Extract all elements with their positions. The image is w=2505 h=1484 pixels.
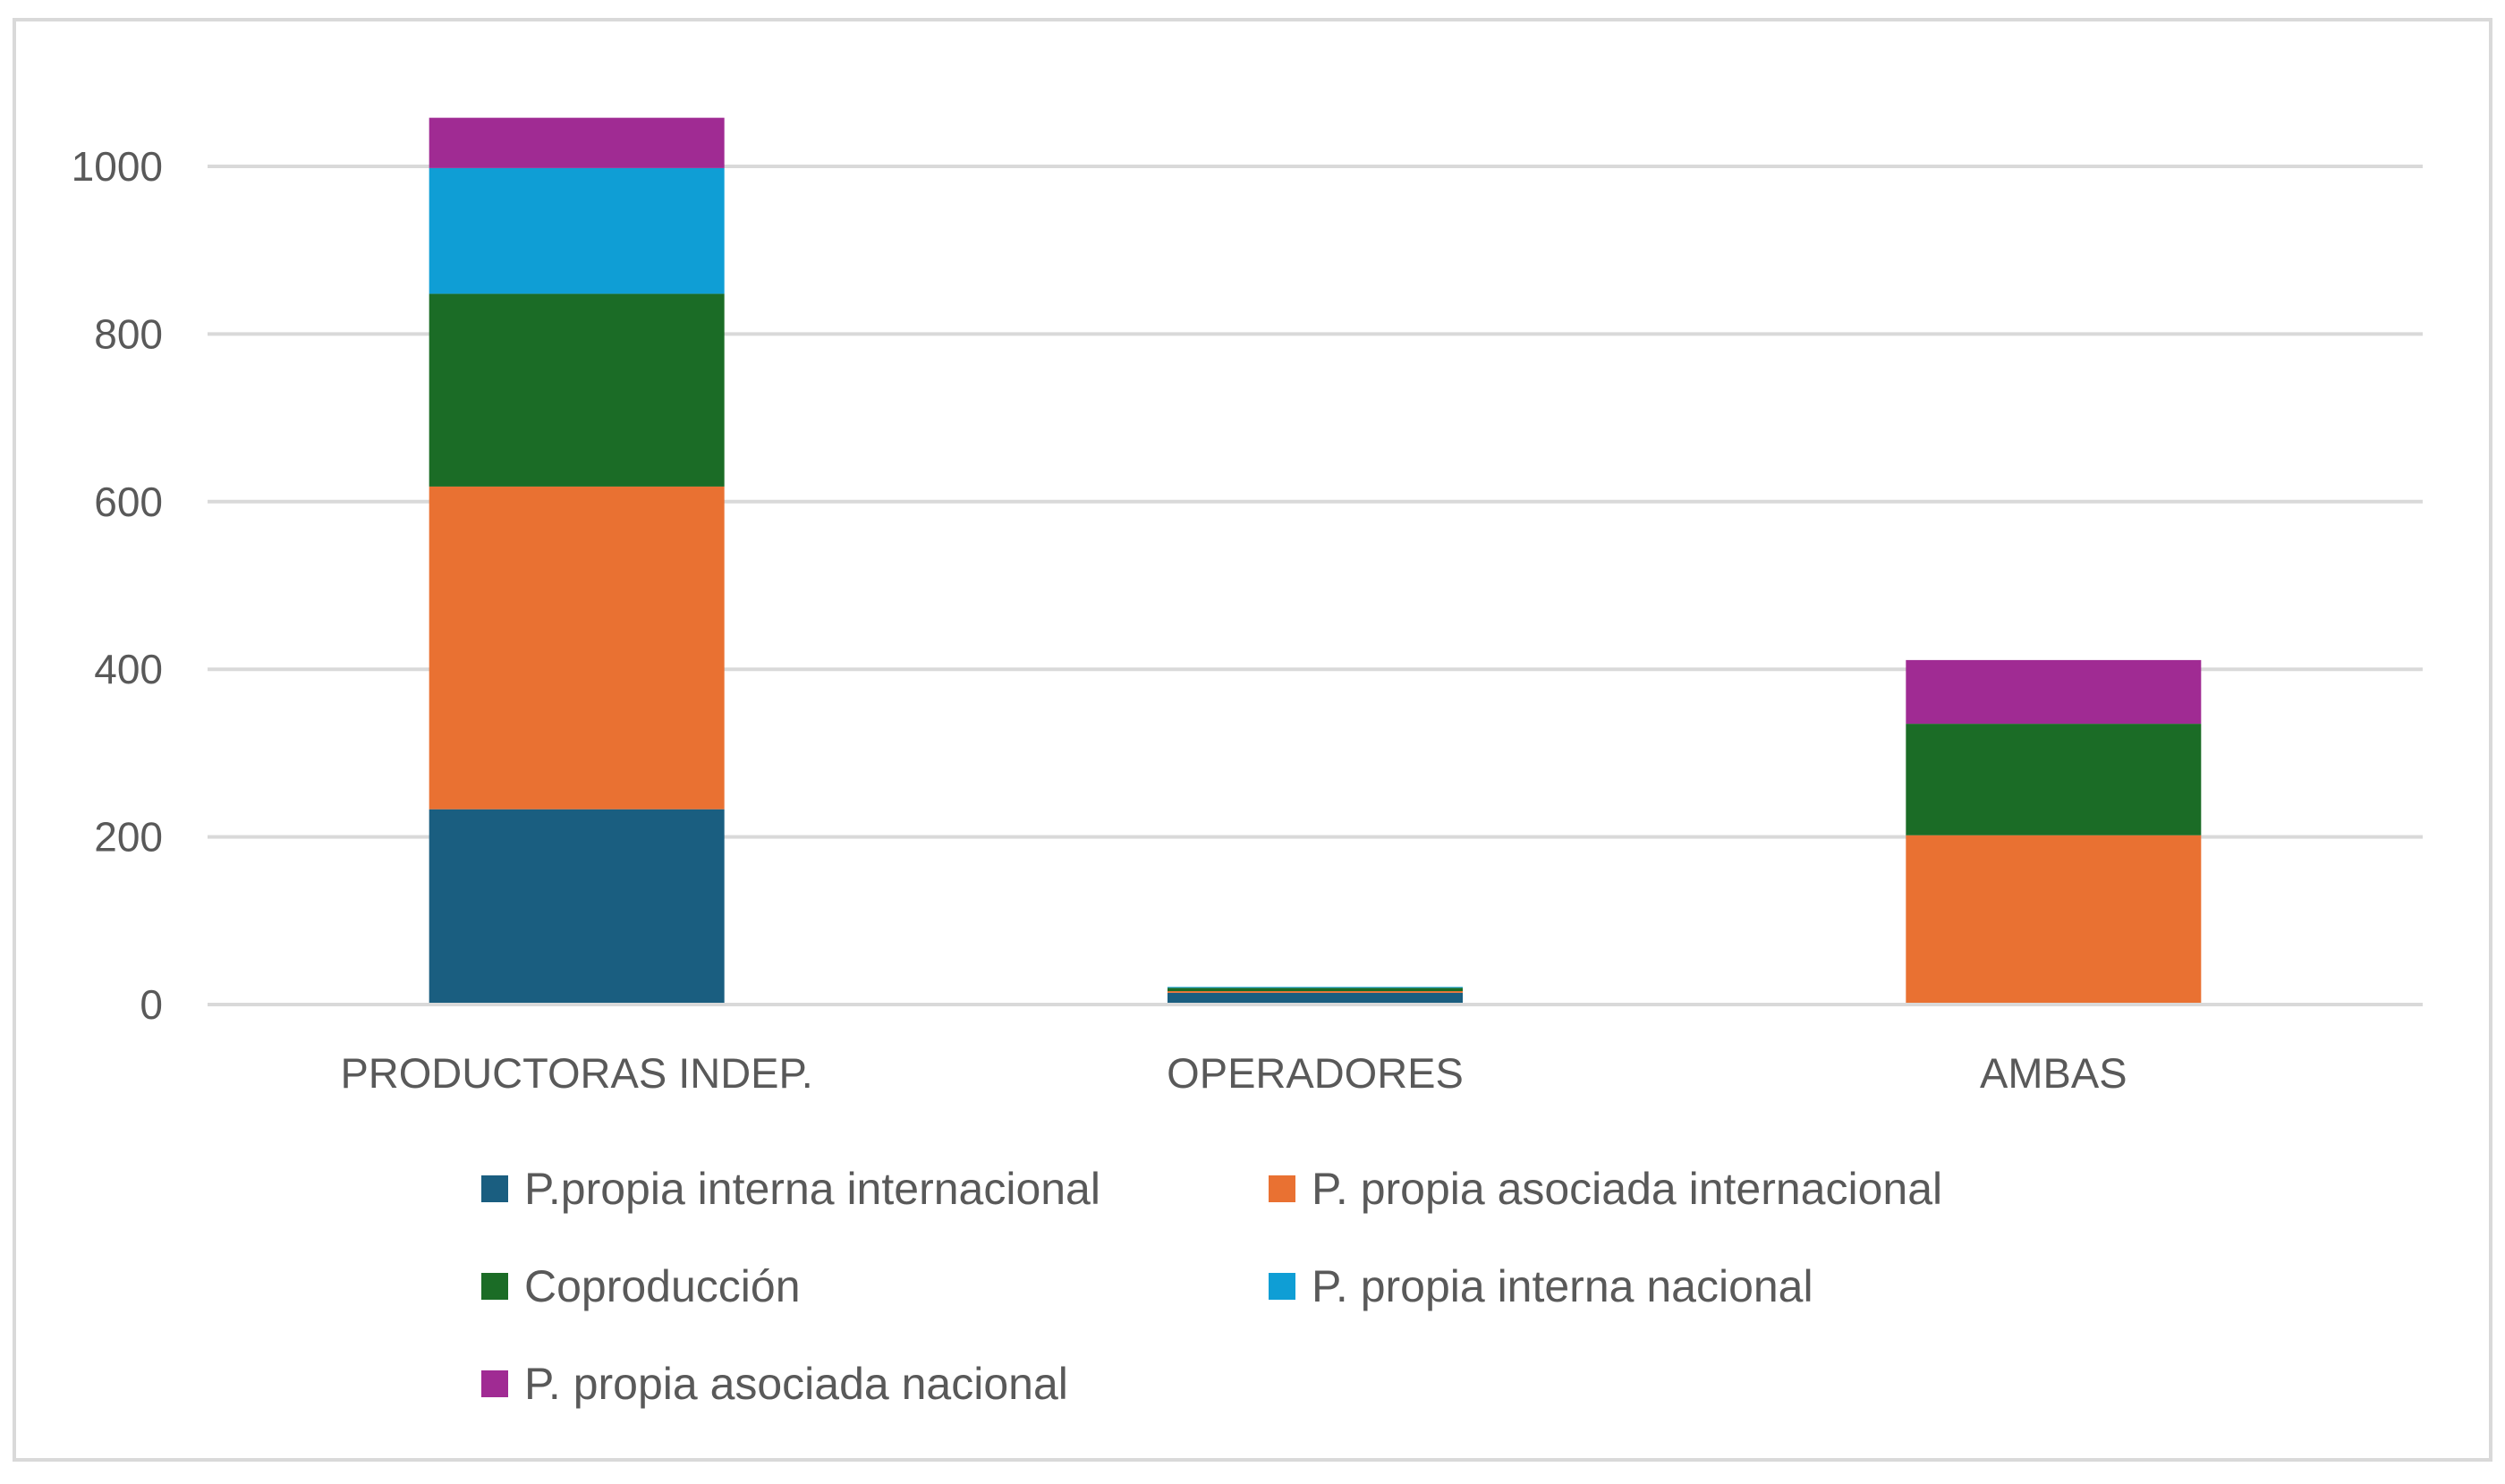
legend-swatch-0 xyxy=(481,1175,508,1202)
legend: P.propia interna internacional P. propia … xyxy=(481,1164,1942,1409)
bar-segment-1-0 xyxy=(1168,992,1463,1005)
bar-segment-1-1 xyxy=(1168,991,1463,993)
bars xyxy=(429,117,2202,1005)
y-tick-label-1000: 1000 xyxy=(72,143,163,190)
legend-label-4: P. propia asociada nacional xyxy=(524,1359,1068,1409)
y-tick-label-600: 600 xyxy=(94,479,163,525)
category-label-1: OPERADORES xyxy=(1167,1049,1464,1097)
legend-label-0: P.propia interna internacional xyxy=(524,1164,1100,1214)
category-label-2: AMBAS xyxy=(1980,1049,2127,1097)
bar-segment-0-0 xyxy=(429,809,725,1005)
category-label-0: PRODUCTORAS INDEP. xyxy=(340,1049,812,1097)
bar-segment-1-2 xyxy=(1168,988,1463,992)
bar-segment-0-4 xyxy=(429,117,725,168)
legend-swatch-3 xyxy=(1269,1273,1295,1300)
bar-segment-2-2 xyxy=(1906,724,2202,835)
bar-segment-1-3 xyxy=(1168,987,1463,988)
bar-segment-2-4 xyxy=(1906,659,2202,725)
bar-segment-0-2 xyxy=(429,293,725,487)
legend-label-3: P. propia interna nacional xyxy=(1312,1261,1813,1311)
legend-label-1: P. propia asociada internacional xyxy=(1312,1164,1942,1214)
legend-swatch-2 xyxy=(481,1273,508,1300)
bar-segment-0-3 xyxy=(429,167,725,294)
y-tick-label-800: 800 xyxy=(94,310,163,357)
bar-segment-2-1 xyxy=(1906,835,2202,1005)
y-tick-label-0: 0 xyxy=(140,981,163,1028)
legend-swatch-4 xyxy=(481,1370,508,1397)
y-tick-label-200: 200 xyxy=(94,814,163,861)
y-tick-label-400: 400 xyxy=(94,646,163,692)
y-axis-ticks: 0 200 400 600 800 1000 xyxy=(72,143,163,1028)
x-axis-categories: PRODUCTORAS INDEP. OPERADORES AMBAS xyxy=(340,1049,2127,1097)
bar-segment-0-1 xyxy=(429,486,725,810)
legend-swatch-1 xyxy=(1269,1175,1295,1202)
legend-label-2: Coproducción xyxy=(524,1261,801,1311)
